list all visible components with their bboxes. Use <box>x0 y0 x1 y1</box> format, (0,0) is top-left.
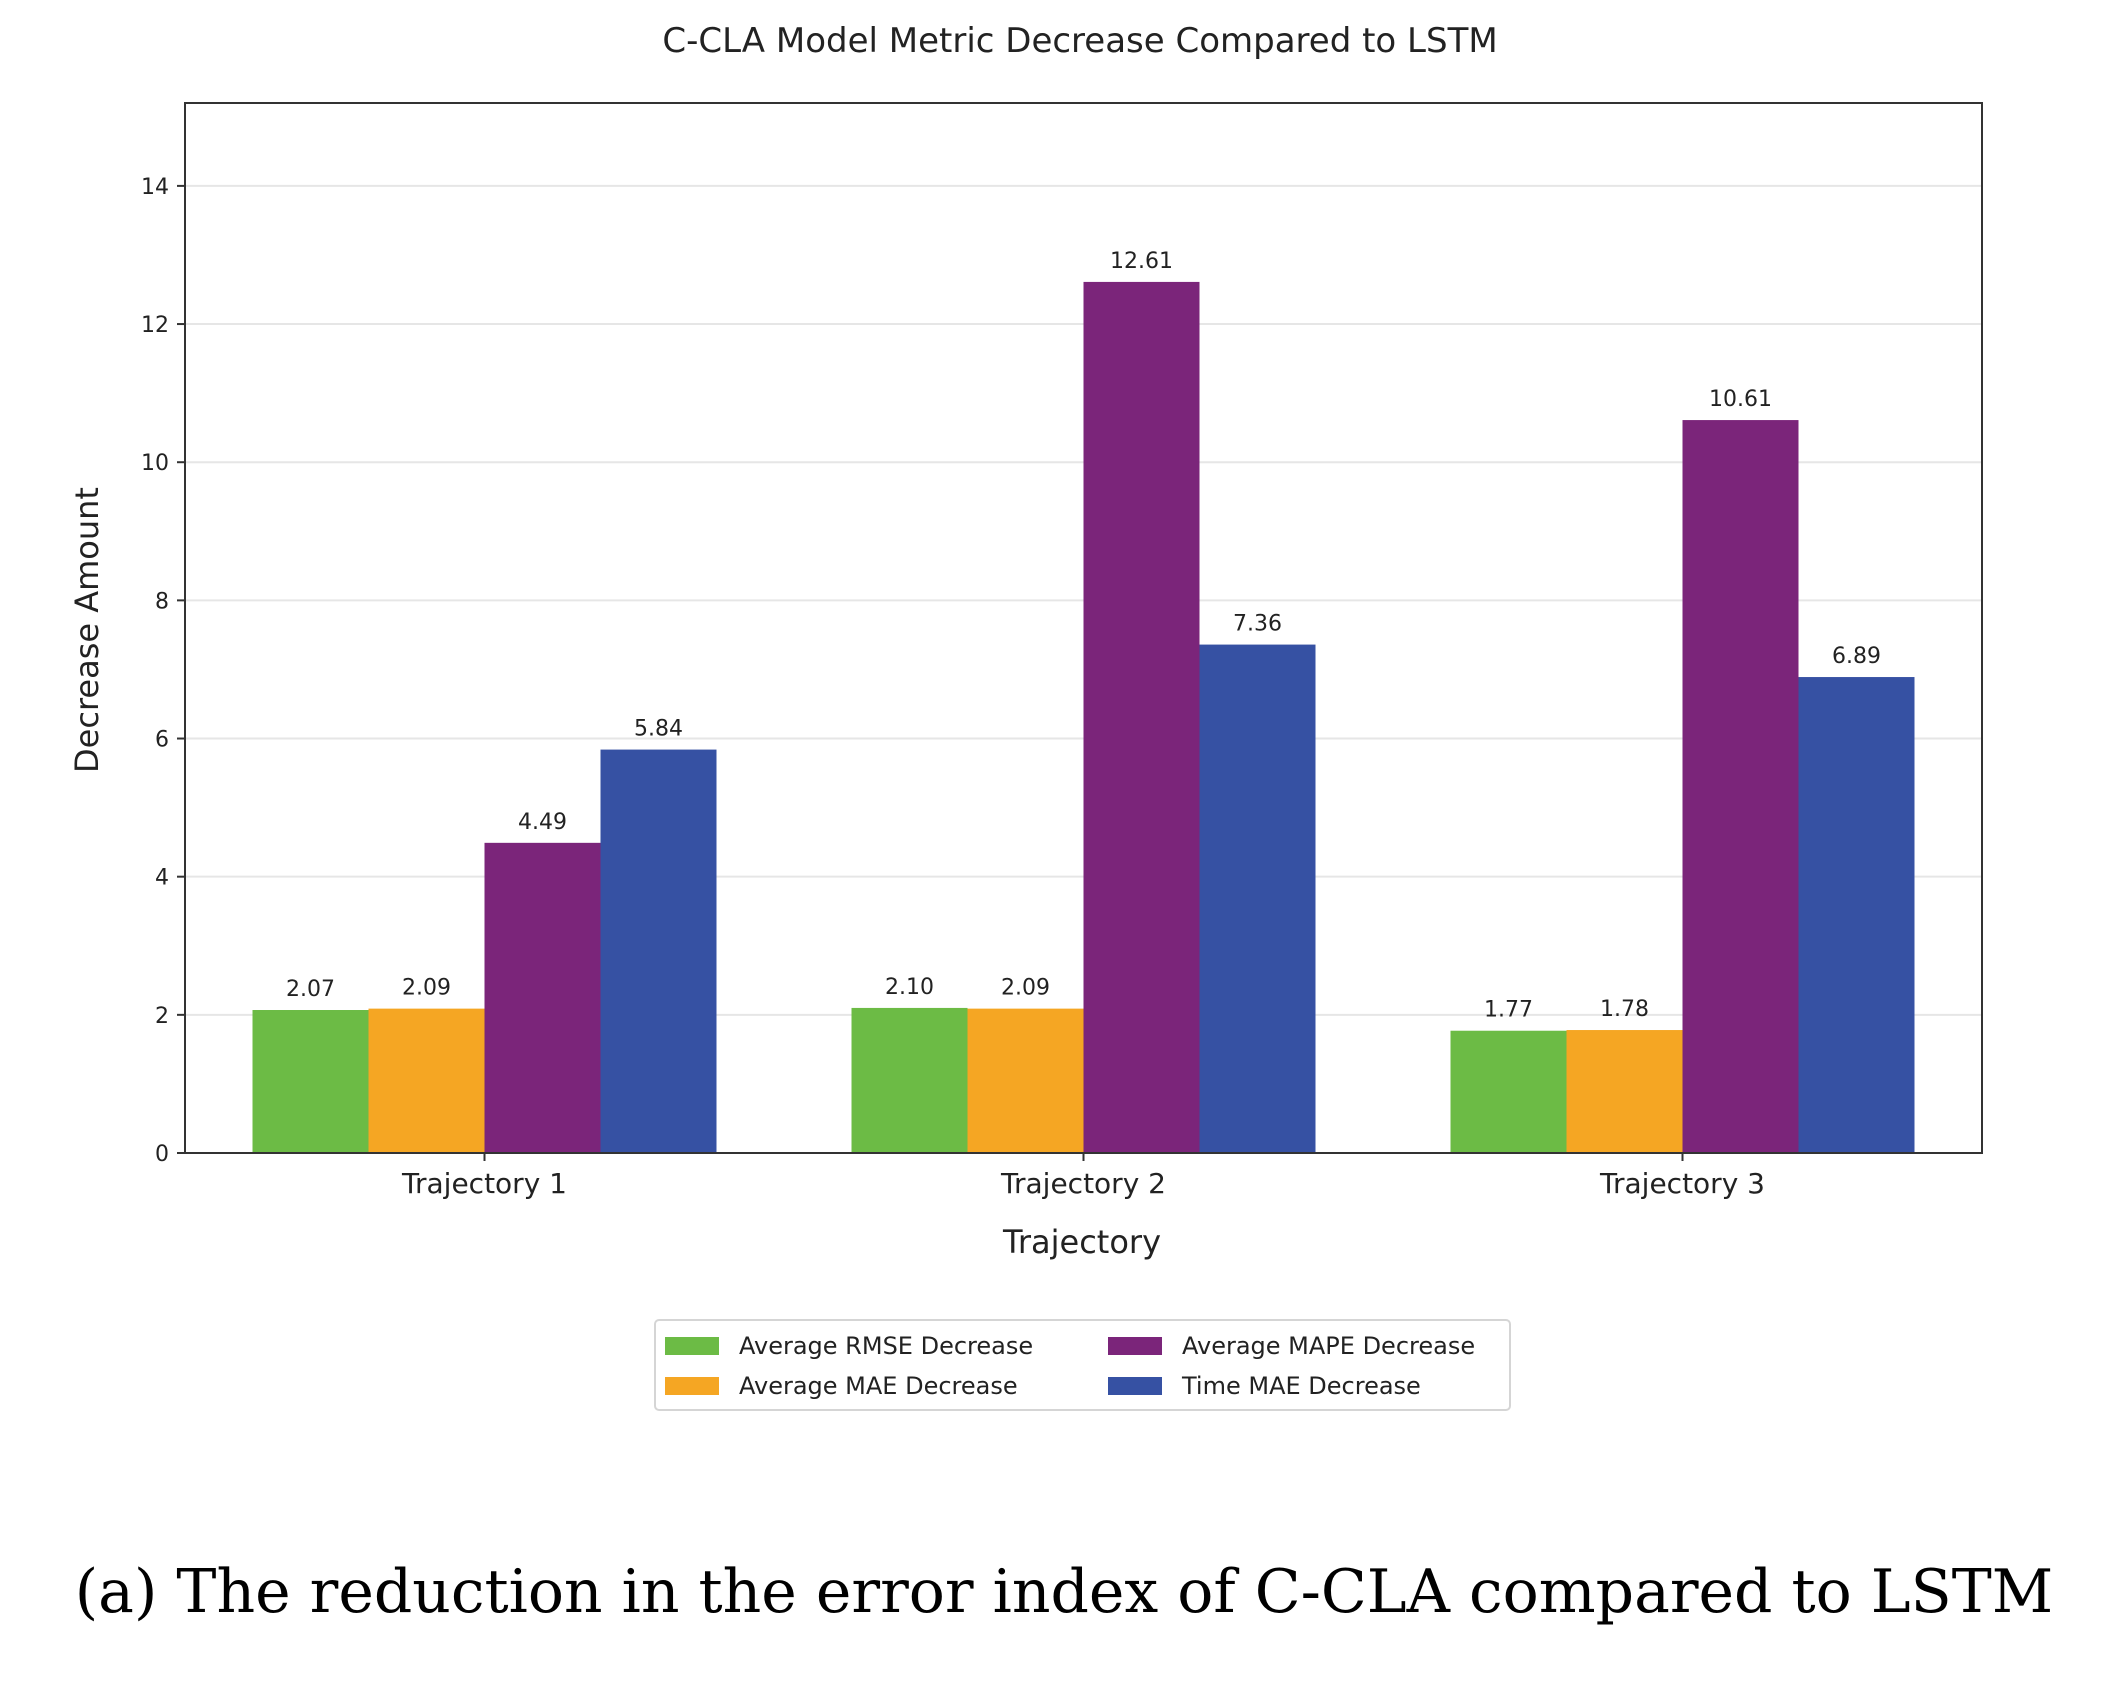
x-tick-label: Trajectory 3 <box>1599 1167 1765 1200</box>
bar <box>1450 1030 1567 1153</box>
bar <box>851 1007 968 1153</box>
data-label: 1.78 <box>1600 997 1649 1022</box>
legend-label: Average MAE Decrease <box>739 1372 1018 1400</box>
x-axis-ticks: Trajectory 1 Trajectory 2 Trajectory 3 <box>401 1153 1765 1200</box>
data-label: 10.61 <box>1709 387 1772 412</box>
y-tick-label: 12 <box>141 313 169 338</box>
data-label: 5.84 <box>634 717 683 742</box>
bar <box>1083 281 1200 1154</box>
legend: Average RMSE Decrease Average MAE Decreas… <box>654 1319 1511 1411</box>
y-tick-label: 2 <box>155 1004 169 1029</box>
bar <box>600 749 717 1153</box>
data-label: 12.61 <box>1110 249 1173 274</box>
bar <box>967 1008 1084 1153</box>
figure-caption: (a) The reduction in the error index of … <box>75 1557 2053 1627</box>
bar <box>484 842 601 1153</box>
data-label: 2.07 <box>286 977 335 1002</box>
data-label: 2.09 <box>1001 976 1050 1001</box>
bar <box>1199 644 1316 1153</box>
legend-swatch <box>665 1337 719 1355</box>
bar <box>368 1008 485 1153</box>
legend-swatch <box>1108 1337 1162 1355</box>
y-axis-label: Decrease Amount <box>68 487 106 773</box>
data-labels: 2.07 2.09 4.49 5.84 2.10 2.09 12.61 7.36 1.77 1.7… <box>286 249 1881 1023</box>
x-tick-label: Trajectory 1 <box>401 1167 567 1200</box>
data-label: 2.09 <box>402 976 451 1001</box>
plot-frame <box>184 102 1983 1154</box>
y-tick-label: 10 <box>141 451 169 476</box>
chart-title: C-CLA Model Metric Decrease Compared to … <box>662 21 1497 61</box>
bar <box>252 1010 369 1153</box>
y-tick-label: 14 <box>141 175 169 200</box>
legend-frame <box>654 1319 1511 1411</box>
bar <box>1682 420 1799 1153</box>
legend-label: Average RMSE Decrease <box>739 1332 1033 1360</box>
data-label: 4.49 <box>518 810 567 835</box>
legend-swatch <box>1108 1377 1162 1395</box>
bars <box>252 281 1915 1154</box>
x-tick-label: Trajectory 2 <box>1000 1167 1166 1200</box>
legend-label: Average MAPE Decrease <box>1182 1332 1475 1360</box>
legend-swatch <box>665 1377 719 1395</box>
y-tick-label: 4 <box>155 866 169 891</box>
legend-label: Time MAE Decrease <box>1181 1372 1421 1400</box>
y-tick-label: 0 <box>155 1142 169 1167</box>
y-tick-label: 8 <box>155 589 169 614</box>
x-axis-label: Trajectory <box>1002 1223 1161 1261</box>
y-axis-ticks: 0 2 4 6 8 10 12 14 <box>141 175 185 1167</box>
data-label: 2.10 <box>885 975 934 1000</box>
bar <box>1566 1030 1683 1153</box>
data-label: 6.89 <box>1832 644 1881 669</box>
bar <box>1798 677 1915 1153</box>
data-label: 1.77 <box>1484 998 1533 1023</box>
y-tick-label: 6 <box>155 728 169 753</box>
data-label: 7.36 <box>1233 612 1282 637</box>
